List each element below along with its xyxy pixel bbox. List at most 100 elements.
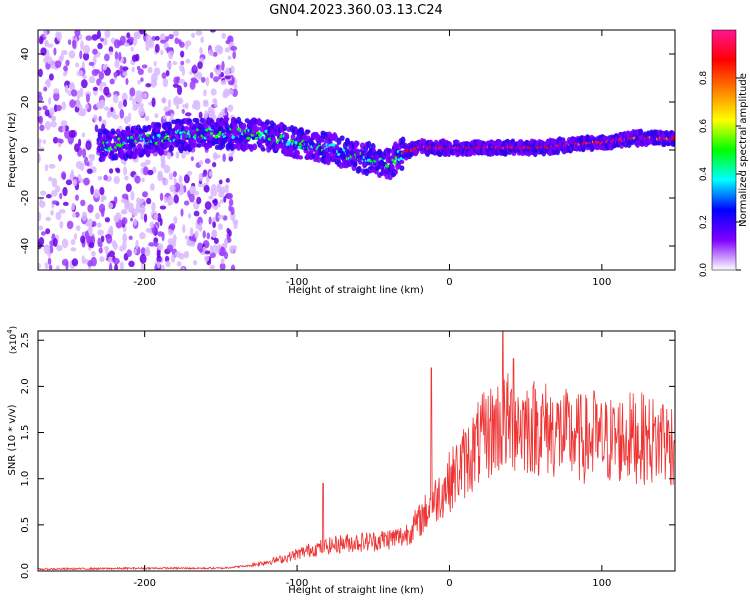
noise-blob — [39, 124, 45, 132]
noise-blob — [144, 115, 150, 122]
noise-blob — [82, 52, 90, 61]
noise-blob — [78, 110, 86, 117]
noise-blob — [82, 74, 87, 79]
noise-blob — [64, 84, 69, 94]
noise-blob — [98, 203, 106, 214]
noise-blob — [129, 95, 134, 101]
noise-blob — [129, 87, 136, 97]
noise-blob — [198, 222, 203, 231]
noise-blob — [172, 234, 177, 243]
noise-blob — [52, 238, 58, 247]
noise-blob — [38, 225, 44, 231]
noise-blob — [148, 242, 156, 247]
noise-blob — [132, 97, 136, 107]
noise-blob — [48, 73, 54, 81]
snr-marks — [38, 331, 675, 571]
noise-blob — [113, 114, 120, 120]
noise-blob — [62, 201, 69, 207]
noise-blob — [70, 89, 78, 97]
noise-blob — [141, 64, 148, 69]
ridge-blob — [103, 149, 109, 156]
noise-blob — [204, 201, 212, 210]
noise-blob — [230, 65, 235, 74]
noise-blob — [185, 42, 189, 50]
noise-blob — [87, 226, 93, 235]
noise-blob — [160, 264, 165, 270]
noise-blob — [38, 153, 41, 163]
noise-blob — [38, 36, 44, 45]
ridge-blob — [290, 133, 296, 141]
noise-blob — [173, 194, 179, 204]
noise-blob — [113, 39, 121, 49]
ridge-blob — [393, 169, 399, 175]
ridge-blob — [196, 143, 202, 148]
noise-blob — [135, 239, 139, 250]
noise-blob — [43, 244, 50, 249]
noise-blob — [232, 51, 237, 60]
noise-blob — [212, 188, 218, 197]
noise-blob — [168, 34, 174, 40]
noise-blob — [157, 231, 164, 237]
noise-blob — [102, 37, 108, 46]
noise-blob — [213, 76, 219, 83]
noise-blob — [91, 250, 96, 257]
noise-blob — [181, 266, 185, 270]
noise-blob — [74, 143, 80, 153]
x-tick-label: -100 — [286, 578, 309, 589]
noise-blob — [99, 256, 105, 262]
noise-blob — [46, 78, 51, 89]
noise-blob — [52, 136, 59, 144]
noise-blob — [140, 77, 144, 82]
noise-blob — [44, 262, 49, 270]
noise-blob — [94, 69, 101, 74]
noise-blob — [103, 86, 110, 96]
noise-blob — [68, 50, 76, 59]
noise-blob — [38, 68, 43, 78]
noise-blob — [152, 166, 157, 174]
noise-blob — [150, 72, 158, 83]
noise-blob — [227, 104, 234, 112]
noise-blob — [133, 218, 137, 226]
noise-blob — [191, 32, 196, 39]
noise-blob — [93, 188, 100, 199]
noise-blob — [38, 138, 42, 144]
noise-blob — [88, 75, 96, 84]
noise-blob — [176, 261, 182, 267]
noise-blob — [197, 72, 203, 80]
noise-blob — [124, 175, 129, 181]
noise-blob — [130, 217, 134, 222]
ridge-core — [156, 133, 161, 138]
noise-blob — [107, 175, 112, 182]
noise-blob — [228, 156, 234, 162]
noise-blob — [156, 255, 162, 263]
ridge-blob — [298, 155, 304, 160]
noise-blob — [61, 101, 67, 111]
noise-blob — [98, 115, 102, 122]
noise-blob — [223, 251, 229, 260]
noise-blob — [79, 178, 84, 183]
noise-blob — [55, 104, 62, 112]
ridge-core — [384, 164, 389, 168]
noise-blob — [232, 88, 238, 98]
noise-blob — [214, 154, 221, 159]
noise-blob — [162, 115, 167, 120]
noise-blob — [159, 192, 164, 201]
noise-blob — [220, 199, 224, 204]
noise-blob — [100, 197, 105, 203]
ridge-blob — [97, 128, 103, 136]
noise-blob — [134, 175, 141, 184]
noise-blob — [97, 175, 103, 181]
noise-blob — [149, 183, 155, 191]
noise-blob — [198, 111, 203, 119]
noise-blob — [61, 238, 69, 249]
x-tick-label: -100 — [286, 277, 309, 288]
figure-title: GN04.2023.360.03.13.C24 — [269, 3, 443, 18]
ridge-blob — [194, 118, 200, 124]
noise-blob — [43, 86, 48, 92]
ridge-blob — [191, 139, 197, 144]
ridge-core — [214, 135, 219, 139]
noise-blob — [60, 120, 68, 127]
noise-blob — [197, 61, 203, 70]
noise-blob — [87, 218, 93, 228]
